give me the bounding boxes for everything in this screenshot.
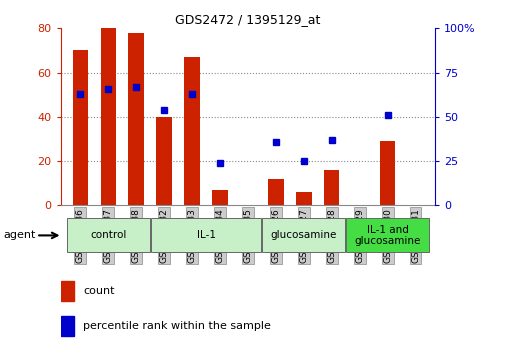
Bar	[72, 51, 88, 205]
FancyBboxPatch shape	[150, 218, 261, 252]
Bar	[323, 170, 339, 205]
Text: IL-1 and
glucosamine: IL-1 and glucosamine	[354, 224, 420, 246]
Bar	[268, 179, 283, 205]
Text: control: control	[90, 230, 126, 240]
FancyBboxPatch shape	[345, 218, 428, 252]
Bar	[212, 190, 227, 205]
Bar	[379, 141, 394, 205]
Bar	[61, 316, 74, 336]
Text: percentile rank within the sample: percentile rank within the sample	[83, 321, 271, 331]
Text: glucosamine: glucosamine	[270, 230, 336, 240]
Text: count: count	[83, 286, 115, 296]
Text: IL-1: IL-1	[196, 230, 215, 240]
Bar	[184, 57, 199, 205]
FancyBboxPatch shape	[262, 218, 344, 252]
Bar	[295, 192, 311, 205]
Bar	[100, 28, 116, 205]
Title: GDS2472 / 1395129_at: GDS2472 / 1395129_at	[175, 13, 320, 26]
FancyBboxPatch shape	[67, 218, 149, 252]
Text: agent: agent	[4, 230, 35, 240]
Bar	[156, 117, 172, 205]
Bar	[61, 281, 74, 301]
Bar	[128, 33, 143, 205]
